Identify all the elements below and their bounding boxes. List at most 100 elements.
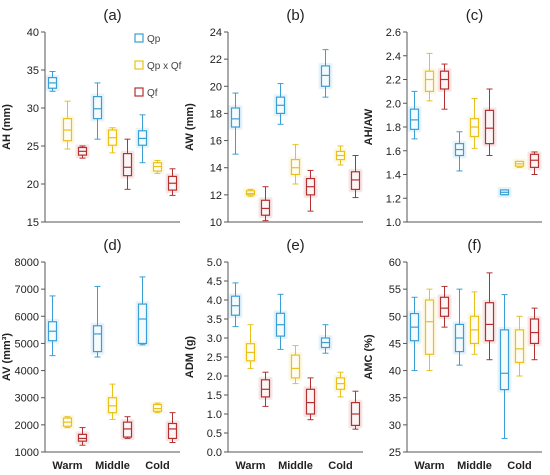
y-axis-label: AW (mm) — [184, 103, 196, 151]
box-iqr — [92, 325, 103, 353]
box-qp-warm — [45, 295, 60, 357]
panel-c: (c) AH/AW 1.0 1.2 1.4 1.6 1.8 2.0 2.2 2.4 2.6 — [363, 7, 542, 229]
box-qp-middle — [273, 293, 288, 350]
legend-label: Qp — [147, 34, 161, 45]
panel-title: (d) — [103, 237, 121, 254]
box-qp-x-qf-middle — [288, 345, 303, 385]
box-iqr — [137, 303, 148, 345]
box-iqr — [122, 421, 133, 438]
box-qp-warm — [45, 71, 60, 92]
x-category-label: Cold — [145, 460, 169, 472]
box-iqr — [167, 422, 178, 440]
y-tick-label: 2000 — [15, 420, 39, 432]
y-tick-label: 3.5 — [207, 314, 222, 326]
y-tick-label: 45 — [389, 338, 401, 350]
panel-b: (b) AW (mm) 10 12 14 16 18 20 22 24 — [184, 7, 363, 229]
x-category-label: Cold — [507, 460, 531, 472]
box-iqr — [320, 65, 331, 87]
panel-title: (e) — [286, 237, 304, 254]
box-iqr — [290, 158, 301, 176]
legend: Qp Qp x Qf Qf — [134, 33, 182, 99]
box-qp-warm — [228, 282, 243, 328]
y-tick-label: 4000 — [15, 366, 39, 378]
panel-title: (c) — [466, 7, 484, 24]
box-qp-x-qf-warm — [243, 187, 258, 198]
box-qp-x-qf-middle — [105, 127, 120, 154]
box-iqr — [529, 318, 540, 345]
y-tick-label: 1000 — [15, 447, 39, 459]
box-qp-x-qf-middle — [467, 291, 482, 355]
box-qp-cold — [497, 294, 512, 439]
box-iqr — [92, 95, 103, 120]
y-tick-label: 2.0 — [386, 98, 401, 110]
y-tick-label: 5.0 — [207, 257, 222, 269]
box-qp-middle — [90, 82, 105, 140]
x-category-label: Cold — [328, 460, 352, 472]
y-tick-label: 35 — [389, 393, 401, 405]
box-iqr — [230, 107, 241, 128]
box-qf-middle — [303, 377, 318, 421]
box-iqr — [350, 171, 361, 191]
y-tick-label: 4.5 — [207, 276, 222, 288]
y-axis-label: ADM (g) — [184, 336, 196, 378]
box-iqr — [424, 70, 435, 92]
box-qp-x-qf-warm — [422, 288, 437, 372]
box-qf-warm — [258, 186, 273, 222]
box-qp-x-qf-cold — [333, 371, 348, 398]
box-qp-middle — [452, 288, 467, 366]
x-category-label: Warm — [52, 460, 82, 472]
y-tick-label: 2.5 — [207, 352, 222, 364]
y-tick-label: 2.0 — [207, 371, 222, 383]
y-axis-label: AMC (%) — [363, 334, 375, 380]
y-tick-label: 40 — [389, 366, 401, 378]
y-tick-label: 0.0 — [207, 447, 222, 459]
y-tick-label: 50 — [389, 311, 401, 323]
y-tick-label: 12 — [210, 190, 222, 202]
panel-d: (d) AV (mm³) 1000 2000 3000 4000 5000 6000 7000 8… — [1, 237, 180, 472]
box-qp-x-qf-warm — [60, 100, 75, 150]
legend-item-2: Qp x Qf — [134, 60, 182, 72]
y-axis-label: AH/AW — [363, 108, 375, 145]
y-tick-label: 1.8 — [386, 122, 401, 134]
box-qf-warm — [437, 63, 452, 110]
box-qf-cold — [527, 307, 542, 361]
box-qp-cold — [135, 114, 150, 164]
box-iqr — [152, 403, 163, 412]
box-qp-warm — [407, 90, 422, 140]
y-tick-label: 24 — [210, 27, 222, 39]
box-iqr — [260, 199, 271, 216]
box-iqr — [499, 329, 510, 391]
y-tick-label: 7000 — [15, 284, 39, 296]
box-qf-middle — [303, 169, 318, 212]
box-qf-cold — [165, 412, 180, 443]
box-qf-warm — [258, 371, 273, 407]
y-tick-label: 3.0 — [207, 333, 222, 345]
y-tick-label: 25 — [389, 447, 401, 459]
y-tick-label: 16 — [210, 136, 222, 148]
box-iqr — [107, 397, 118, 414]
box-qf-cold — [165, 168, 180, 196]
box-qp-cold — [135, 276, 150, 347]
y-tick-label: 35 — [27, 65, 39, 77]
x-category-label: Middle — [95, 460, 130, 472]
box-qp-x-qf-cold — [512, 315, 527, 377]
box-qp-x-qf-warm — [60, 415, 75, 430]
legend-swatch — [134, 33, 144, 43]
y-tick-label: 30 — [389, 420, 401, 432]
y-tick-label: 3000 — [15, 393, 39, 405]
box-qp-warm — [407, 296, 422, 372]
y-tick-label: 8000 — [15, 257, 39, 269]
box-iqr — [514, 329, 525, 364]
box-qf-cold — [527, 151, 542, 175]
legend-item-1: Qp — [134, 33, 161, 45]
y-tick-label: 22 — [210, 54, 222, 66]
y-tick-label: 5000 — [15, 338, 39, 350]
y-tick-label: 20 — [210, 81, 222, 93]
x-category-label: Warm — [414, 460, 444, 472]
box-qp-x-qf-middle — [288, 144, 303, 185]
box-qp-cold — [497, 186, 512, 198]
legend-label: Qp x Qf — [147, 61, 182, 72]
y-tick-label: 10 — [210, 217, 222, 229]
x-category-label: Warm — [235, 460, 265, 472]
